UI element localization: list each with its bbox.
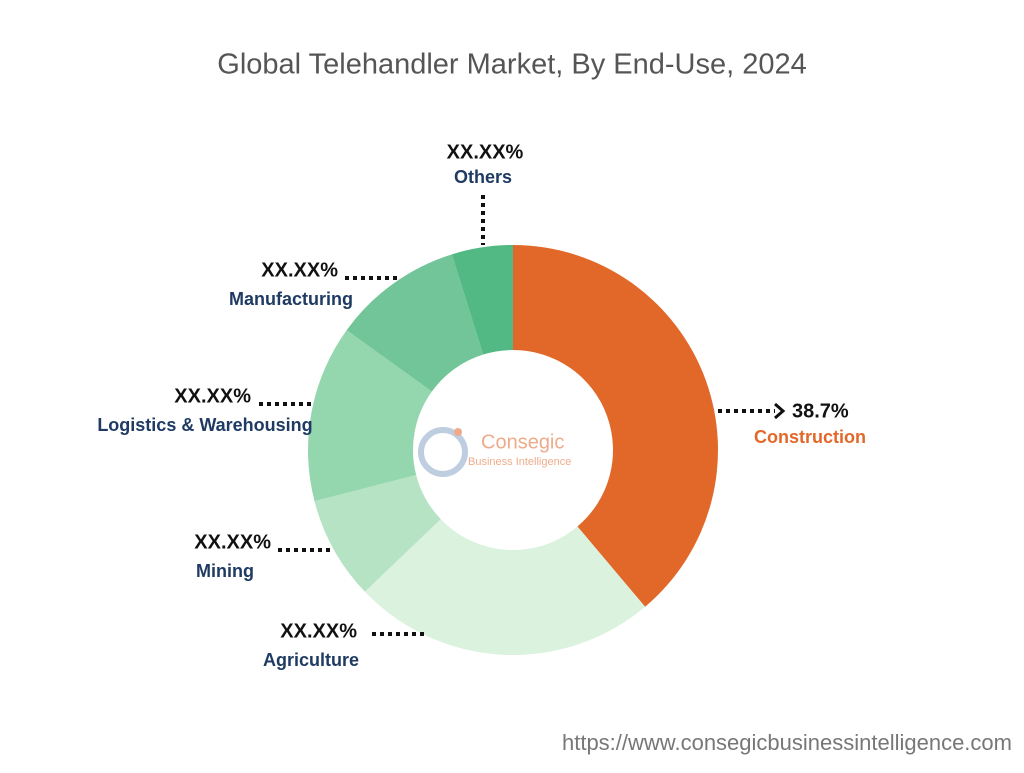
value-label: XX.XX% [280, 620, 357, 642]
category-label: Others [454, 167, 512, 187]
value-label: XX.XX% [174, 385, 251, 407]
logo-dot [454, 428, 462, 436]
footer-url: https://www.consegicbusinessintelligence… [562, 730, 1012, 755]
value-label: XX.XX% [447, 141, 524, 163]
slice [513, 245, 718, 607]
logo-name: Consegic [481, 431, 564, 453]
logo-tagline: Business Intelligence [468, 456, 571, 468]
category-label: Mining [196, 561, 254, 581]
logo-mark [418, 427, 468, 477]
logo: Consegic Business Intelligence [418, 427, 571, 477]
leader-arrow [774, 402, 786, 420]
slice [314, 474, 441, 592]
category-label: Agriculture [263, 650, 359, 670]
category-label: Construction [754, 427, 866, 447]
slices [308, 245, 718, 656]
slice [308, 330, 432, 502]
category-label: Manufacturing [229, 289, 353, 309]
value-label: 38.7% [792, 400, 849, 422]
slice [451, 245, 513, 355]
value-label: XX.XX% [261, 259, 338, 281]
slice [346, 254, 484, 392]
slice [364, 519, 646, 656]
value-label: XX.XX% [194, 531, 271, 553]
chart-title: Global Telehandler Market, By End-Use, 2… [217, 49, 806, 81]
category-label: Logistics & Warehousing [97, 415, 312, 435]
